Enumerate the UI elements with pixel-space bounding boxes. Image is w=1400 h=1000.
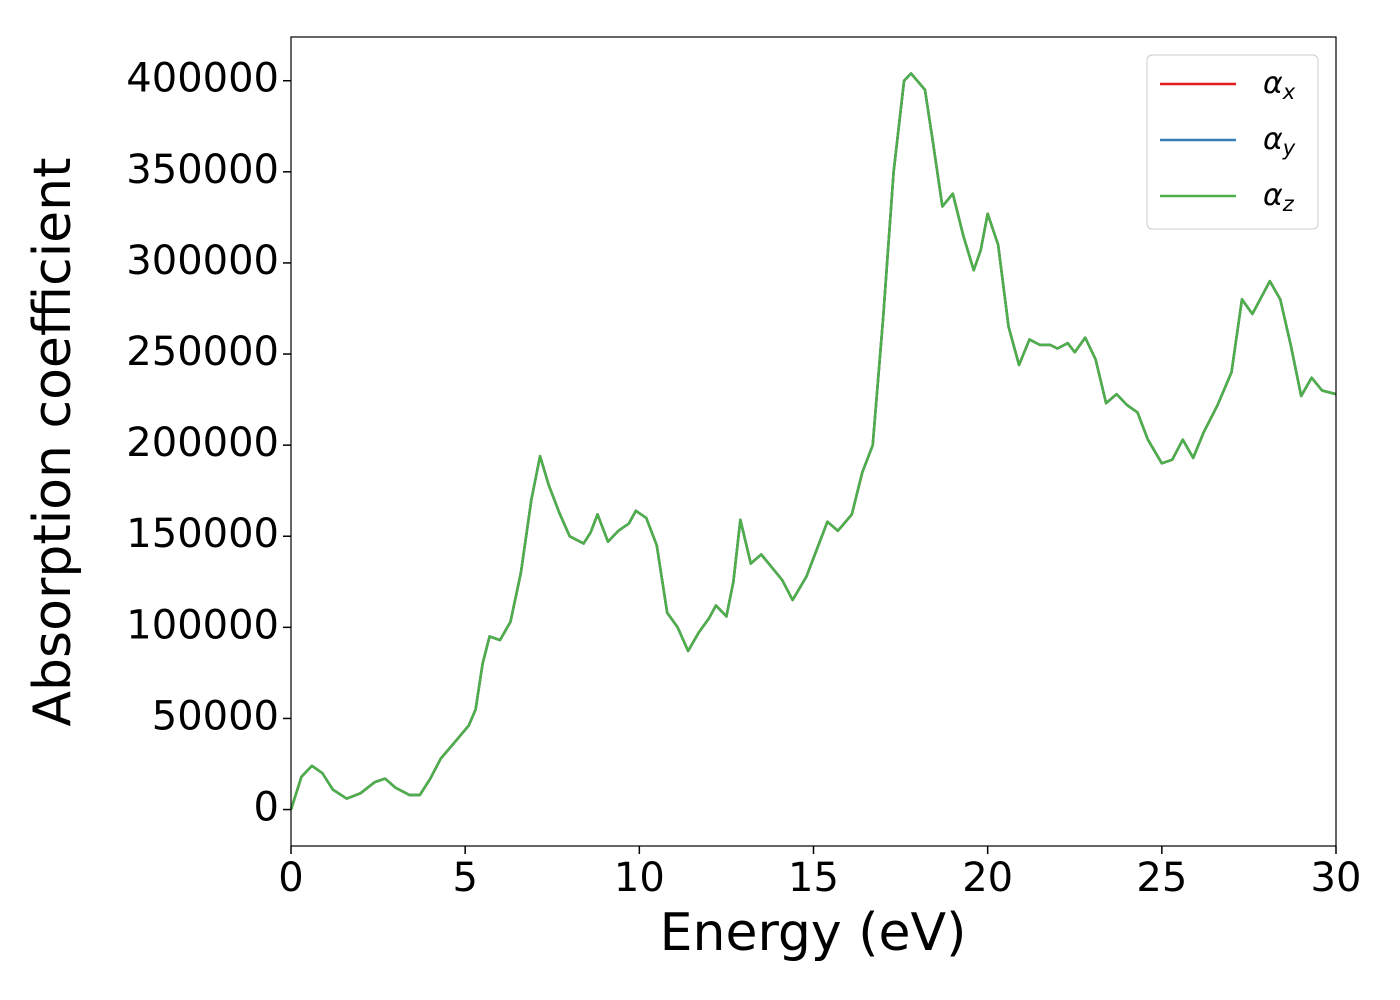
legend-box xyxy=(1146,54,1319,230)
y-tick-label: 300000 xyxy=(126,238,279,284)
y-axis-label: Absorption coefficient xyxy=(23,157,83,726)
x-tick-label: 0 xyxy=(278,855,303,901)
x-axis-label: Energy (eV) xyxy=(660,903,967,963)
y-tick-label: 100000 xyxy=(126,602,279,648)
legend-label: αy xyxy=(1263,122,1296,161)
x-tick-label: 5 xyxy=(452,855,477,901)
y-tick-label: 250000 xyxy=(126,329,279,375)
y-tick-label: 200000 xyxy=(126,420,279,466)
y-tick-label: 0 xyxy=(254,785,279,831)
y-tick-label: 400000 xyxy=(126,56,279,102)
x-tick-label: 15 xyxy=(788,855,839,901)
x-tick-label: 25 xyxy=(1136,855,1187,901)
x-tick-label: 20 xyxy=(962,855,1013,901)
y-tick-label: 150000 xyxy=(126,511,279,557)
x-tick-label: 10 xyxy=(614,855,665,901)
legend-label: αz xyxy=(1263,178,1295,217)
x-tick-label: 30 xyxy=(1311,855,1362,901)
y-tick-label: 350000 xyxy=(126,147,279,193)
legend-label: αx xyxy=(1263,66,1296,105)
plot-frame xyxy=(290,36,1337,847)
data-line xyxy=(289,72,1337,810)
y-tick-label: 50000 xyxy=(152,693,279,739)
